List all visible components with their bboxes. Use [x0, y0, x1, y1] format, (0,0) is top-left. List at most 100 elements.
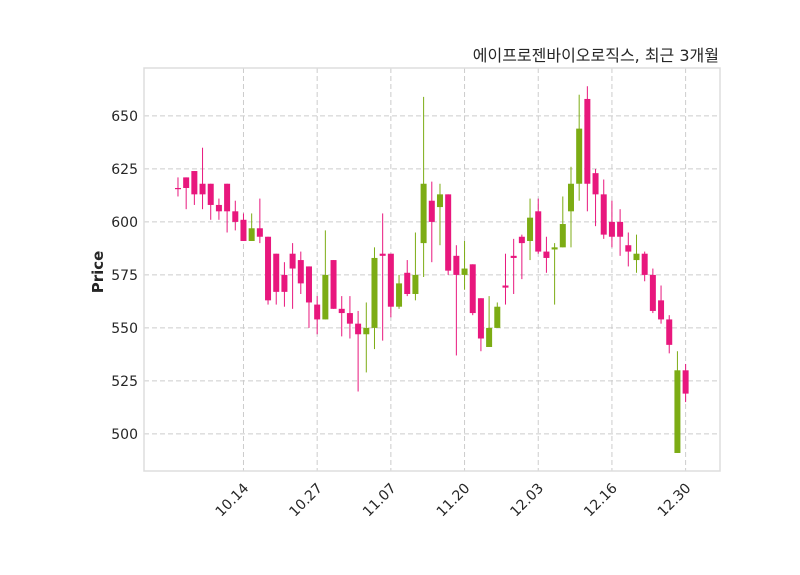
candle-body — [330, 260, 337, 309]
candle — [682, 363, 689, 403]
candle-body — [289, 253, 296, 269]
candle-body — [469, 264, 476, 314]
candle — [428, 181, 435, 263]
candle-body — [232, 211, 239, 222]
candle — [469, 264, 476, 316]
candle-body — [371, 257, 378, 328]
x-tick-label: 11.07 — [360, 481, 400, 521]
y-tick-label: 575 — [111, 268, 138, 284]
candle — [551, 243, 558, 305]
candle — [371, 247, 378, 350]
candle — [215, 198, 222, 220]
candle — [174, 177, 181, 197]
candle-body — [559, 224, 566, 248]
y-tick-label: 550 — [111, 321, 138, 337]
candle-body — [240, 219, 247, 241]
candle-body — [633, 253, 640, 261]
candle — [502, 253, 509, 305]
x-tick-labels: 10.14 10.27 11.07 11.20 12.03 12.16 12.30 — [213, 480, 695, 520]
candle-body — [428, 200, 435, 222]
candle-body — [273, 253, 280, 292]
candle-body — [461, 268, 468, 275]
candle — [199, 147, 206, 210]
candle-body — [248, 228, 255, 241]
candle — [567, 166, 574, 248]
candle-body — [420, 183, 427, 244]
y-tick-label: 600 — [111, 215, 138, 231]
x-tick-label: 12.03 — [507, 481, 547, 521]
candle — [658, 285, 665, 324]
candle-body — [174, 187, 181, 190]
candle — [494, 302, 501, 328]
candle — [436, 183, 443, 246]
plot-background — [144, 68, 720, 471]
candle — [232, 200, 239, 231]
candle — [527, 198, 534, 261]
candle-body — [363, 327, 370, 335]
candle-body — [183, 177, 190, 188]
candle-body — [265, 236, 272, 301]
candle-body — [494, 306, 501, 328]
candle-body — [338, 308, 345, 314]
candle — [224, 183, 231, 233]
candle-body — [518, 236, 525, 244]
y-tick-labels: 500 525 550 575 600 625 650 — [111, 109, 138, 443]
candle-body — [387, 253, 394, 307]
candle — [559, 196, 566, 248]
candle — [207, 183, 214, 220]
candle-body — [510, 255, 517, 258]
candle-body — [625, 245, 632, 252]
x-tick-label: 10.14 — [213, 480, 253, 520]
candle — [510, 238, 517, 294]
candle — [240, 213, 247, 241]
candle — [486, 296, 493, 347]
candle-body — [682, 370, 689, 394]
candle — [666, 315, 673, 354]
candle — [396, 274, 403, 309]
candle-body — [527, 217, 534, 241]
x-tick-label: 12.30 — [655, 481, 695, 521]
y-tick-label: 525 — [111, 374, 138, 390]
candle — [641, 251, 648, 282]
candle — [404, 260, 411, 297]
y-tick-label: 500 — [111, 427, 138, 443]
candle — [281, 262, 288, 307]
candle-body — [674, 370, 681, 453]
candle — [330, 260, 337, 309]
candle — [379, 213, 386, 341]
candle-body — [412, 274, 419, 294]
candle-body — [477, 298, 484, 339]
candle — [355, 310, 362, 392]
candle-body — [314, 304, 321, 320]
y-tick-label: 625 — [111, 162, 138, 178]
candle — [183, 177, 190, 210]
candle — [584, 86, 591, 212]
candle-body — [592, 173, 599, 195]
candle-body — [191, 171, 198, 195]
candle-body — [551, 247, 558, 250]
x-tick-label: 12.16 — [581, 480, 621, 520]
candle-body — [322, 274, 329, 320]
candle-body — [666, 319, 673, 345]
candle — [617, 209, 624, 256]
plot-frame — [143, 67, 721, 472]
candle-body — [396, 283, 403, 307]
candle — [265, 236, 272, 305]
candle-body — [600, 194, 607, 235]
candle-body — [543, 251, 550, 258]
candle-body — [641, 253, 648, 275]
candle-body — [567, 183, 574, 212]
candle-body — [379, 253, 386, 256]
candle — [387, 253, 394, 318]
candle-body — [207, 183, 214, 205]
candle — [363, 302, 370, 373]
candle-body — [281, 274, 288, 292]
candle-body — [297, 260, 304, 284]
candle-body — [215, 204, 222, 212]
candle-body — [535, 211, 542, 252]
candle-body — [404, 272, 411, 294]
candle — [633, 234, 640, 273]
candle — [535, 198, 542, 254]
candle — [305, 266, 312, 328]
